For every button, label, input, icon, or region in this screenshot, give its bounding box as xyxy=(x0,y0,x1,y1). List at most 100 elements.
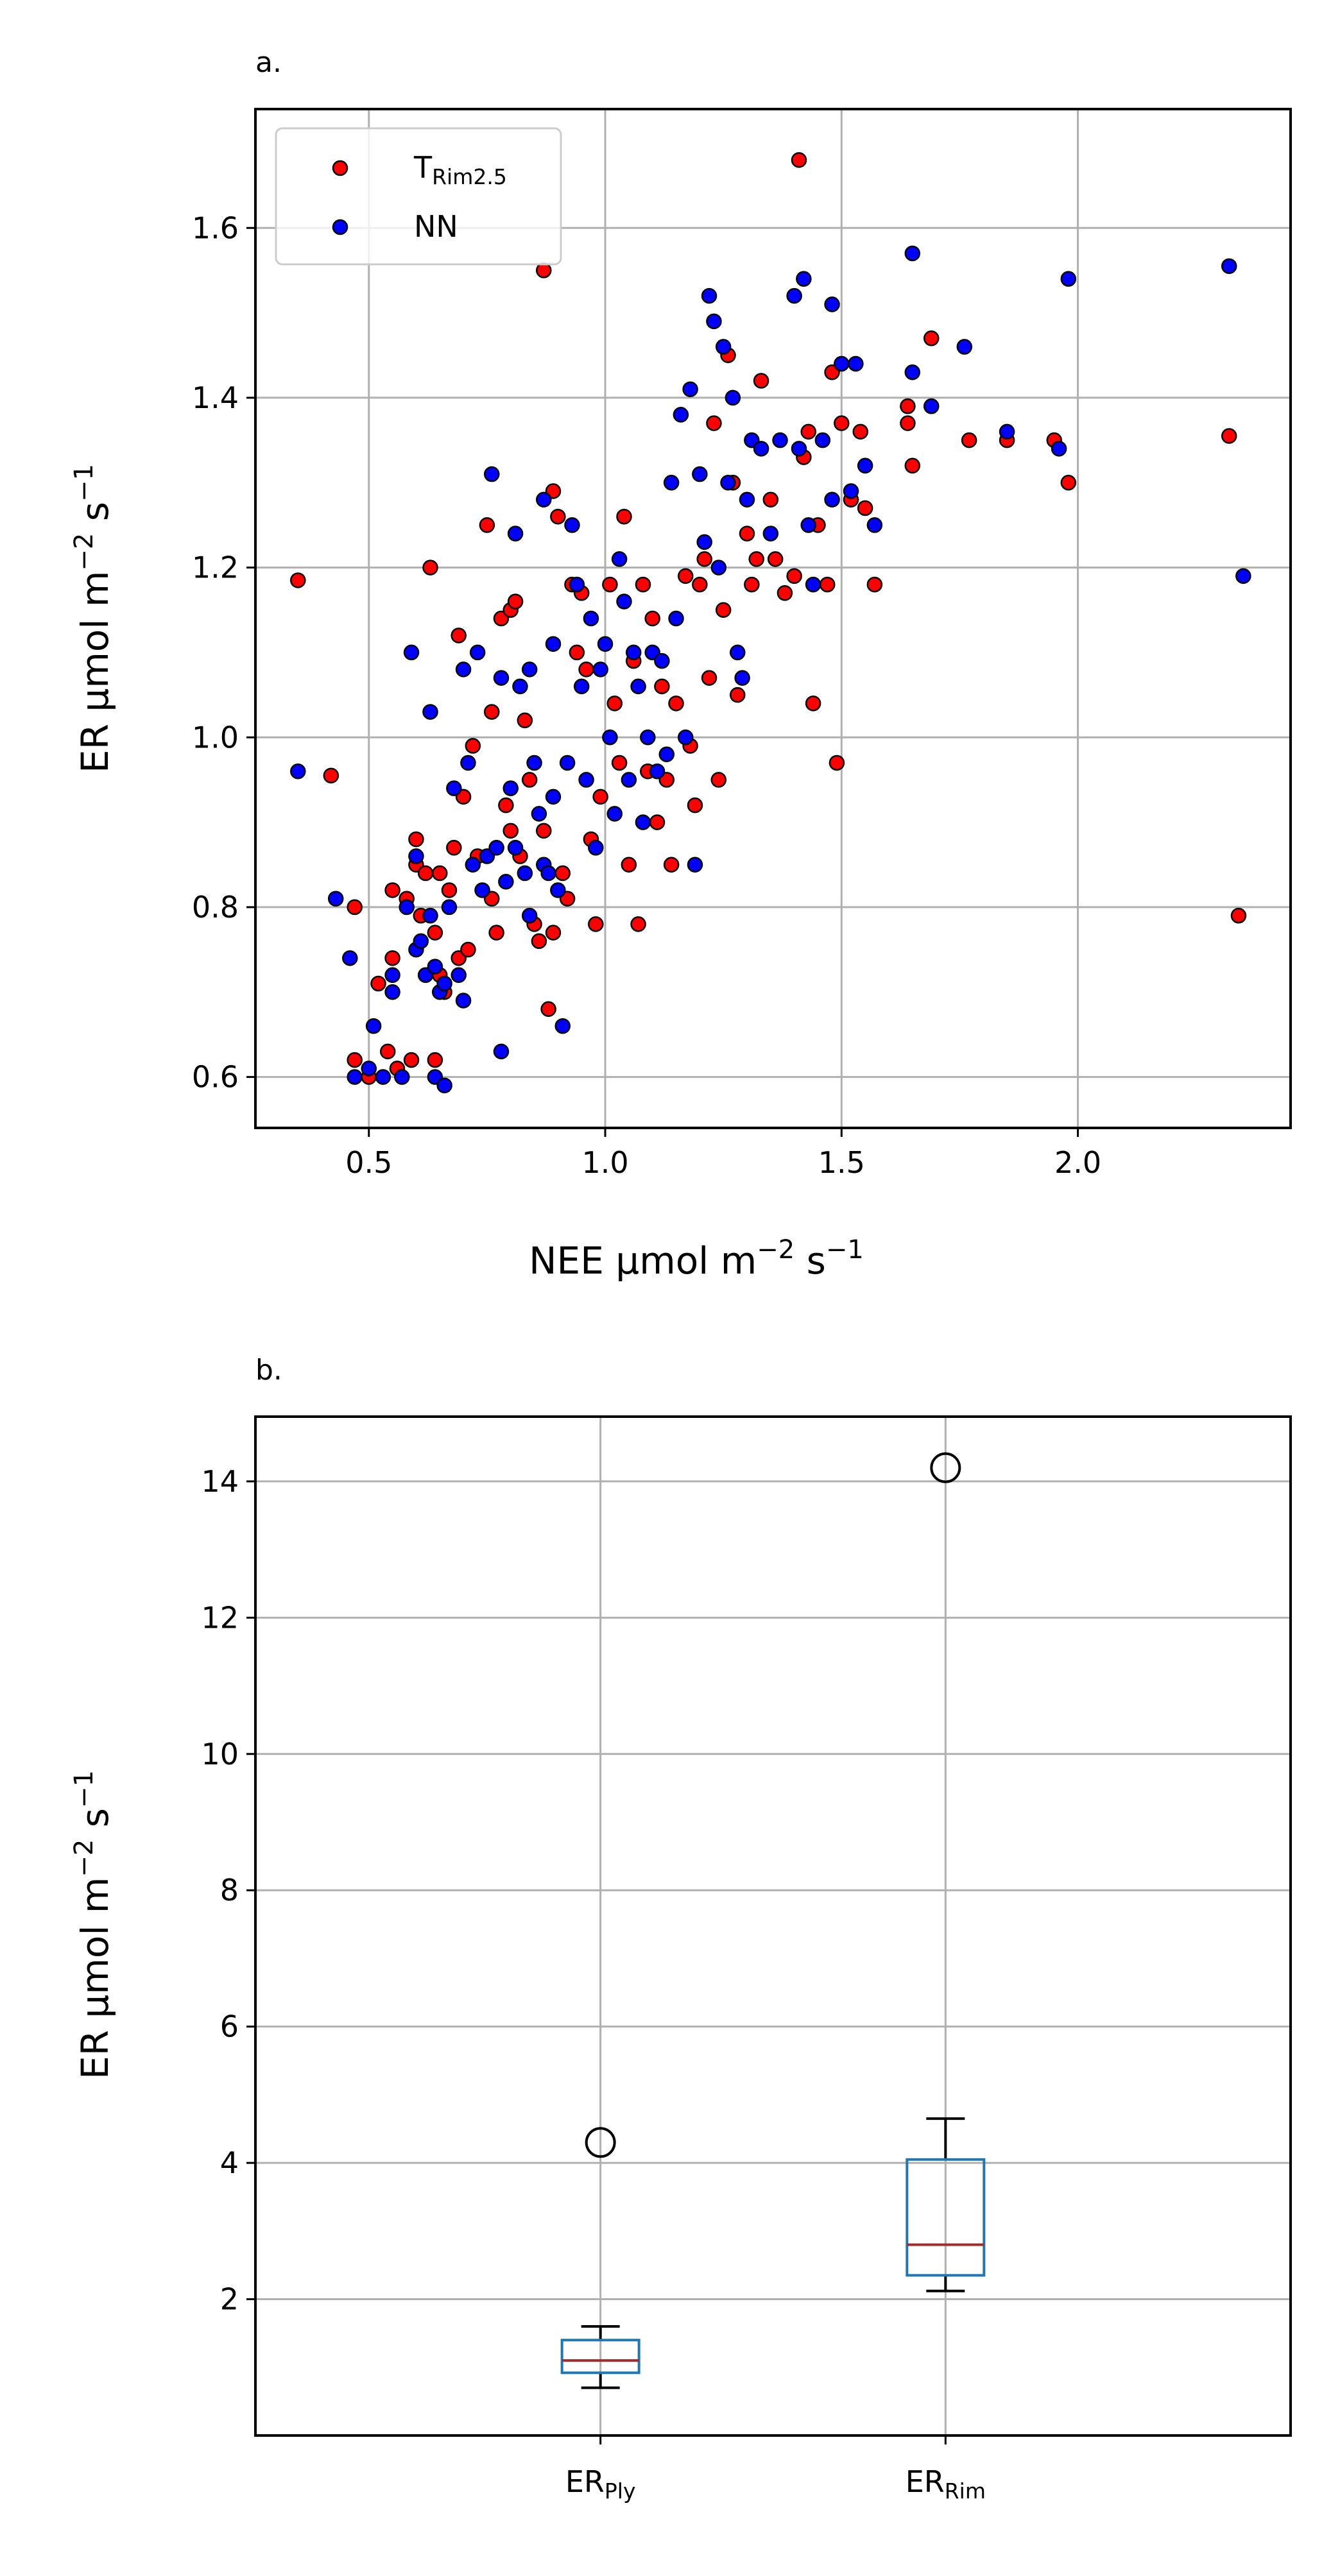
y-axis-ticks: 2 4 6 8 10 12 14 xyxy=(201,1464,255,2317)
trim-point xyxy=(427,1052,443,1068)
trim-point xyxy=(545,925,562,941)
nn-point xyxy=(611,551,628,567)
nn-point xyxy=(536,491,552,508)
plot-frame xyxy=(254,1415,1292,2437)
trim-point xyxy=(460,941,476,958)
trim-point xyxy=(431,865,448,882)
trim-point xyxy=(417,865,434,882)
trim-point xyxy=(379,1043,396,1060)
trim-point xyxy=(857,500,873,516)
nn-point xyxy=(465,857,481,873)
trim-point xyxy=(588,916,604,932)
trim-point xyxy=(621,857,637,873)
nn-point xyxy=(290,763,306,780)
trim-point xyxy=(498,797,514,814)
nn-point xyxy=(394,1069,410,1085)
nn-point xyxy=(904,245,921,262)
nn-point xyxy=(502,780,519,796)
trim-point xyxy=(744,576,760,593)
legend-trim-main: T xyxy=(413,150,433,185)
x-axis-label-exp2: −1 xyxy=(826,1235,864,1265)
nn-point xyxy=(701,287,717,304)
trim-point xyxy=(715,602,732,618)
trim-point xyxy=(748,551,764,567)
nn-point xyxy=(493,670,510,686)
nn-point xyxy=(730,644,746,661)
x-axis-label: NEE μmol m−2 s−1 xyxy=(529,1235,864,1283)
nn-point xyxy=(554,1018,571,1034)
trim-point xyxy=(479,517,495,533)
nn-point xyxy=(526,755,542,771)
nn-point xyxy=(403,644,420,661)
legend-marker-nn xyxy=(332,219,348,235)
nn-point xyxy=(469,644,486,661)
trim-point xyxy=(805,695,821,712)
nn-point xyxy=(521,661,538,678)
trim-point xyxy=(611,755,628,771)
nn-point xyxy=(904,364,921,380)
nn-point xyxy=(630,678,646,695)
nn-point xyxy=(545,789,562,805)
trim-point xyxy=(488,925,504,941)
trim-point xyxy=(517,712,533,729)
nn-point xyxy=(512,678,528,695)
trim-point xyxy=(531,933,547,950)
nn-point xyxy=(720,475,736,491)
scatter-panel: a. 0.5 1.0 1.5 2.0 0.6 0.8 1.0 1.2 1.4 1.6 TRim2… xyxy=(69,46,1292,1283)
nn-point xyxy=(1221,258,1237,275)
nn-point xyxy=(772,432,788,448)
nn-point xyxy=(762,525,779,542)
trim-point xyxy=(403,1052,420,1068)
nn-point xyxy=(692,466,708,482)
trim-point xyxy=(701,670,717,686)
y-tick-label: 12 xyxy=(201,1600,239,1635)
nn-point xyxy=(956,339,973,355)
nn-point xyxy=(460,755,476,771)
outlier-point xyxy=(585,2127,616,2158)
x-tick-label: ERRim xyxy=(906,2464,986,2503)
nn-point xyxy=(734,670,750,686)
nn-point xyxy=(663,475,680,491)
trim-point xyxy=(786,568,802,584)
nn-point xyxy=(791,441,807,457)
y-tick-label: 6 xyxy=(220,2009,239,2044)
nn-point xyxy=(857,457,873,474)
trim-point xyxy=(290,572,306,588)
nn-point xyxy=(559,755,576,771)
trim-point xyxy=(866,576,883,593)
trim-point xyxy=(536,823,552,839)
boxes xyxy=(560,1452,986,2389)
trim-point xyxy=(730,687,746,703)
trim-point xyxy=(370,975,386,992)
nn-point xyxy=(517,865,533,882)
nn-point xyxy=(545,636,562,652)
trim-point xyxy=(677,568,694,584)
nn-point xyxy=(824,296,840,312)
x-tick-label: 2.0 xyxy=(1054,1145,1101,1180)
nn-point xyxy=(796,271,812,287)
nn-point xyxy=(436,975,452,992)
nn-point xyxy=(550,882,566,898)
trim-point xyxy=(654,678,670,695)
x-tick-label: 1.0 xyxy=(581,1145,628,1180)
nn-point xyxy=(739,491,755,508)
trim-point xyxy=(578,661,594,678)
trim-point xyxy=(484,704,500,720)
trim-point xyxy=(630,916,646,932)
nn-point xyxy=(1051,441,1067,457)
x-tick-label-sub: Ply xyxy=(605,2478,636,2503)
nn-point xyxy=(441,899,458,916)
trim-point xyxy=(540,1001,556,1017)
y-tick-label: 4 xyxy=(220,2145,239,2180)
trim-point xyxy=(323,767,339,784)
trim-point xyxy=(791,152,807,168)
legend-label-trim: TRim2.5 xyxy=(413,150,507,189)
plot-frame xyxy=(254,108,1292,1129)
y-tick-label: 1.4 xyxy=(192,380,239,415)
nn-point xyxy=(422,907,438,924)
trim-point xyxy=(819,576,836,593)
y-axis-label-main: ER μmol m xyxy=(73,1877,117,2079)
trim-point xyxy=(465,738,481,754)
trim-point xyxy=(762,491,779,508)
